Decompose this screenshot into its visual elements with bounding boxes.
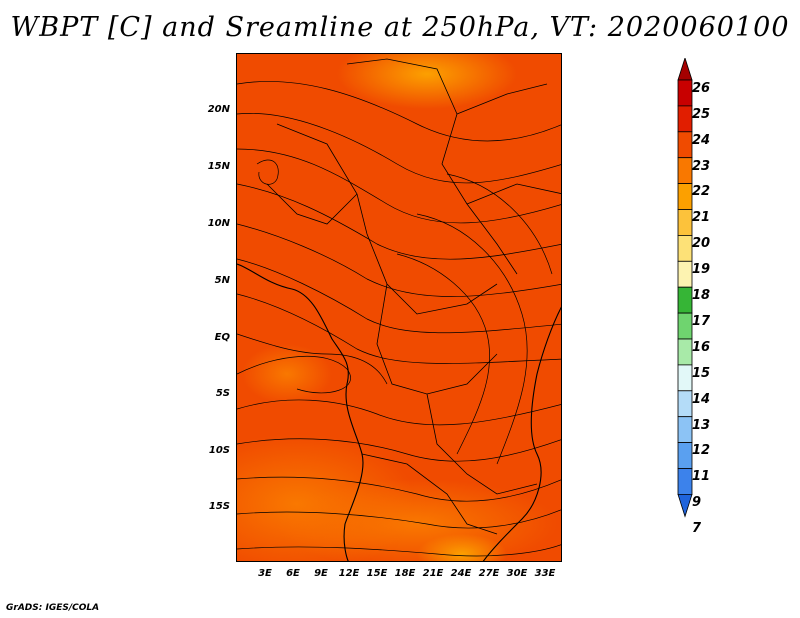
lat-label-5s: 5S — [215, 388, 230, 399]
chart-title: WBPT [C] and Sreamline at 250hPa, VT: 20… — [10, 12, 790, 43]
colorbar-segment — [677, 79, 693, 107]
colorbar-label: 14 — [692, 392, 711, 407]
colorbar-arrow-bottom — [677, 493, 693, 518]
lon-label-3e: 3E — [258, 568, 272, 579]
lon-label-9e: 9E — [314, 568, 328, 579]
colorbar-segment — [677, 131, 693, 159]
colorbar-label: 16 — [692, 340, 711, 355]
lat-label-10n: 10N — [207, 218, 230, 229]
lon-label-30e: 30E — [506, 568, 528, 579]
colorbar-segment — [677, 286, 693, 314]
lat-label-5n: 5N — [214, 275, 230, 286]
coastlines — [237, 263, 561, 561]
colorbar-label: 17 — [692, 314, 711, 329]
colorbar-label: 25 — [692, 107, 711, 122]
colorbar-segment — [677, 183, 693, 210]
map-panel — [236, 53, 562, 562]
lon-label-18e: 18E — [394, 568, 416, 579]
lon-label-24e: 24E — [450, 568, 472, 579]
colorbar-segment — [677, 312, 693, 340]
colorbar-segment — [677, 442, 693, 469]
lat-label-eq: EQ — [214, 332, 230, 343]
lat-label-10s: 10S — [208, 445, 230, 456]
colorbar-label: 11 — [692, 469, 711, 484]
wbpt-patch — [242, 344, 332, 404]
colorbar-label: 12 — [692, 443, 711, 458]
colorbar-segment — [677, 364, 693, 392]
colorbar-segment — [677, 209, 693, 236]
map-canvas — [237, 54, 561, 561]
lon-label-21e: 21E — [422, 568, 444, 579]
lat-label-15n: 15N — [207, 161, 230, 172]
colorbar-label: 23 — [692, 159, 711, 174]
colorbar — [677, 58, 693, 518]
lat-label-15s: 15S — [208, 501, 230, 512]
lon-label-15e: 15E — [366, 568, 388, 579]
colorbar-label: 18 — [692, 288, 711, 303]
colorbar-segment — [677, 390, 693, 418]
colorbar-label: 7 — [692, 521, 702, 536]
colorbar-label: 22 — [692, 184, 711, 199]
borders — [266, 58, 561, 535]
lon-label-27e: 27E — [478, 568, 500, 579]
wbpt-patch — [337, 54, 517, 109]
footer-credit: GrADS: IGES/COLA — [6, 603, 100, 613]
colorbar-segment — [677, 468, 693, 495]
lon-label-33e: 33E — [534, 568, 556, 579]
colorbar-label: 15 — [692, 366, 711, 381]
lon-label-6e: 6E — [286, 568, 300, 579]
colorbar-label: 13 — [692, 418, 711, 433]
streamlines — [237, 81, 561, 557]
colorbar-arrow-top — [677, 58, 693, 81]
colorbar-segment — [677, 260, 693, 288]
colorbar-segment — [677, 105, 693, 133]
lat-label-20n: 20N — [207, 104, 230, 115]
lon-label-12e: 12E — [338, 568, 360, 579]
colorbar-segment — [677, 234, 693, 262]
colorbar-label: 26 — [692, 81, 711, 96]
colorbar-segment — [677, 338, 693, 366]
colorbar-label: 19 — [692, 262, 711, 277]
colorbar-segment — [677, 157, 693, 184]
colorbar-label: 20 — [692, 236, 711, 251]
colorbar-label: 9 — [692, 495, 702, 510]
colorbar-segment — [677, 416, 693, 444]
colorbar-label: 24 — [692, 133, 711, 148]
colorbar-label: 21 — [692, 210, 711, 225]
